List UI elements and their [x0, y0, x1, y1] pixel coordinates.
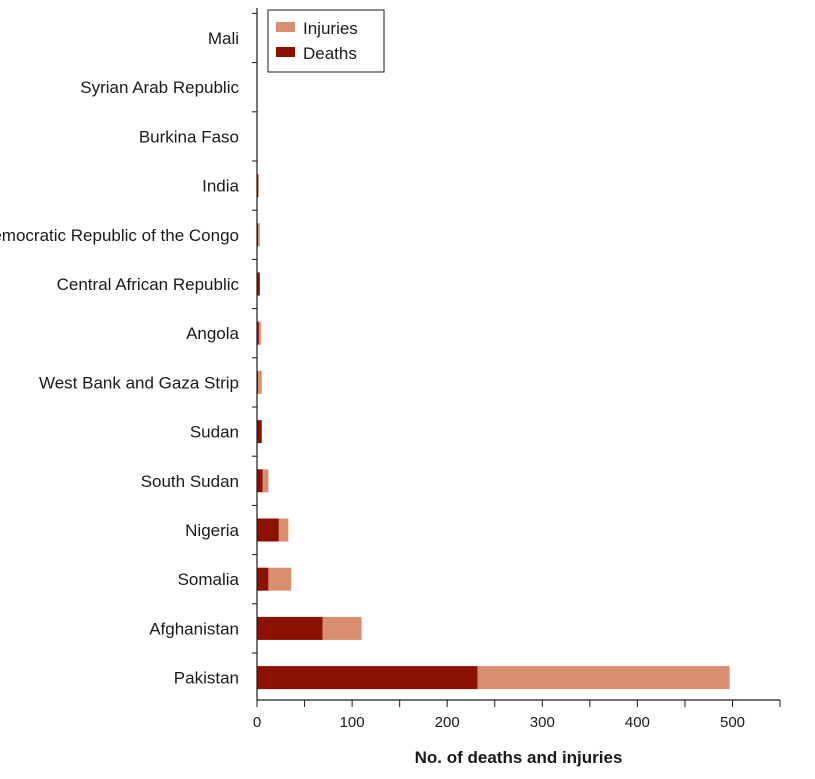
x-tick-label: 400 [625, 714, 650, 731]
x-tick-label: 200 [435, 714, 460, 731]
bar-deaths-central-african-republic [257, 272, 260, 296]
bar-injuries-democratic-republic-of-the-congo [257, 223, 260, 247]
category-label-democratic-republic-of-the-congo: Democratic Republic of the Congo [0, 226, 239, 245]
bar-injuries-west-bank-and-gaza-strip [257, 370, 262, 394]
bar-deaths-pakistan [257, 666, 478, 690]
bar-injuries-somalia [268, 567, 292, 591]
legend-swatch-injuries [276, 22, 295, 32]
category-label-mali: Mali [208, 29, 239, 48]
bar-deaths-nigeria [257, 518, 279, 542]
bar-injuries-nigeria [278, 518, 289, 542]
bar-injuries-india [257, 174, 259, 198]
legend-box [267, 9, 385, 73]
bar-injuries-south-sudan [262, 469, 269, 493]
bar-deaths-angola [257, 321, 259, 345]
category-label-syrian-arab-republic: Syrian Arab Republic [80, 78, 239, 97]
category-label-south-sudan: South Sudan [141, 472, 239, 491]
bar-deaths-sudan [257, 420, 262, 444]
x-tick-label: 300 [530, 714, 555, 731]
category-label-india: India [202, 177, 239, 196]
bar-injuries-pakistan [477, 666, 730, 690]
legend-label-injuries: Injuries [303, 19, 358, 38]
category-label-angola: Angola [186, 324, 239, 343]
category-label-afghanistan: Afghanistan [149, 619, 239, 638]
bar-deaths-south-sudan [257, 469, 263, 493]
category-label-central-african-republic: Central African Republic [57, 275, 240, 294]
category-label-west-bank-and-gaza-strip: West Bank and Gaza Strip [39, 373, 239, 392]
legend-swatch-deaths [276, 47, 295, 57]
x-tick-label: 0 [253, 714, 261, 731]
x-tick-label: 500 [720, 714, 745, 731]
legend: Injuries Deaths [267, 9, 385, 73]
bar-injuries-angola [258, 321, 261, 345]
bars-group [257, 174, 730, 690]
category-label-pakistan: Pakistan [174, 669, 239, 688]
x-axis-title: No. of deaths and injuries [415, 748, 623, 767]
category-label-somalia: Somalia [178, 570, 240, 589]
category-label-burkina-faso: Burkina Faso [139, 127, 239, 146]
bar-deaths-somalia [257, 567, 269, 591]
bar-injuries-afghanistan [322, 616, 362, 640]
x-axis-ticks: 0 100 200 300 400 500 [252, 12, 781, 731]
bar-deaths-afghanistan [257, 616, 323, 640]
category-labels: Mali Syrian Arab Republic Burkina Faso Indi… [0, 29, 240, 688]
legend-label-deaths: Deaths [303, 44, 357, 63]
category-label-sudan: Sudan [190, 423, 239, 442]
x-tick-label: 100 [340, 714, 365, 731]
category-label-nigeria: Nigeria [185, 521, 239, 540]
